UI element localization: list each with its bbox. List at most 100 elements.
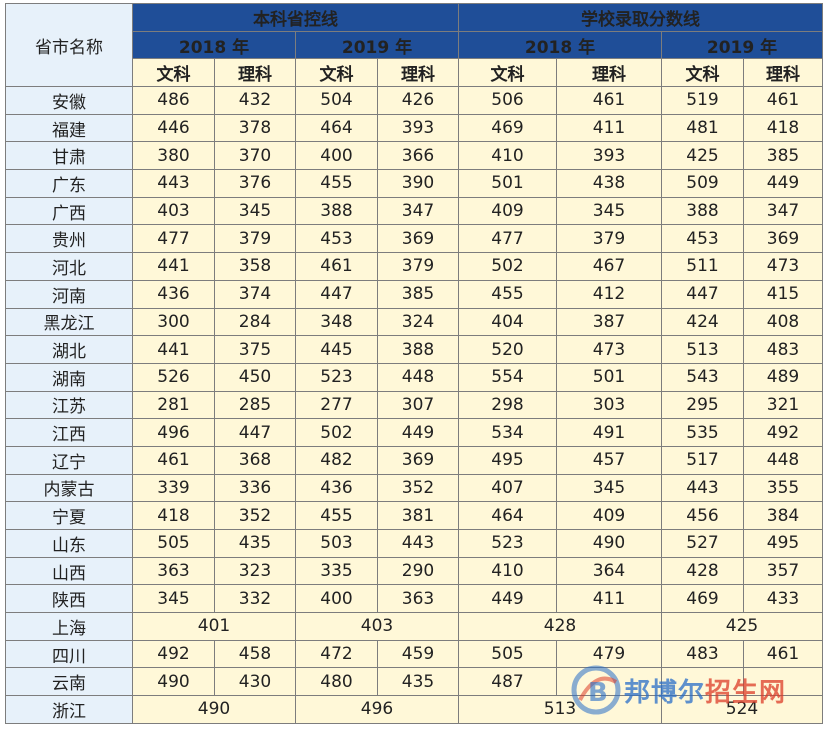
score-cell: 455: [295, 501, 378, 530]
score-cell: 425: [661, 141, 744, 171]
table-row: 湖北 441 375 445 388 520 473 513 483: [5, 335, 823, 364]
score-cell: 324: [377, 307, 459, 337]
score-cell: 523: [458, 529, 557, 558]
score-cell: 480: [295, 667, 378, 697]
score-cell: 335: [295, 556, 378, 586]
score-cell: 496: [132, 418, 215, 447]
score-cell: 428: [458, 612, 662, 641]
score-cell: 503: [295, 529, 378, 558]
score-cell: 509: [661, 169, 744, 198]
score-cell: 345: [556, 473, 662, 503]
score-cell: 300: [132, 307, 215, 337]
score-cell: 303: [556, 390, 662, 420]
score-cell: 455: [458, 279, 557, 309]
province-cell: 陕西: [5, 584, 133, 614]
score-cell: 464: [458, 501, 557, 530]
score-cell: 443: [661, 473, 744, 503]
table-row: 湖南 526 450 523 448 554 501 543 489: [5, 362, 823, 392]
score-cell: 461: [295, 252, 378, 281]
score-cell: 410: [458, 556, 557, 586]
score-cell: 472: [295, 639, 378, 669]
year-header: 2019 年: [661, 31, 823, 59]
score-cell: 281: [132, 390, 215, 420]
province-cell: 宁夏: [5, 501, 133, 530]
score-cell: 513: [458, 695, 662, 724]
score-cell: 428: [661, 556, 744, 586]
score-cell: 435: [377, 667, 459, 697]
score-cell: 277: [295, 390, 378, 420]
province-cell: 甘肃: [5, 141, 133, 171]
score-cell: 477: [458, 224, 557, 254]
score-cell: 352: [377, 473, 459, 503]
score-cell: 385: [743, 141, 823, 171]
score-cell: 496: [295, 695, 459, 724]
score-cell: 467: [556, 252, 662, 281]
score-cell: 347: [743, 196, 823, 226]
score-cell: 388: [377, 335, 459, 364]
score-cell: 469: [458, 113, 557, 143]
score-cell: 473: [743, 252, 823, 281]
score-cell: 459: [377, 639, 459, 669]
score-cell: 384: [743, 501, 823, 530]
score-cell: 290: [377, 556, 459, 586]
score-cell: [743, 667, 823, 697]
table-row: 宁夏 418 352 455 381 464 409 456 384: [5, 501, 823, 530]
score-cell: 415: [743, 279, 823, 309]
score-cell: 519: [661, 86, 744, 115]
subject-header: 理科: [556, 58, 662, 87]
province-cell: 安徽: [5, 86, 133, 115]
score-cell: 307: [377, 390, 459, 420]
table-row: 河北 441 358 461 379 502 467 511 473: [5, 252, 823, 281]
score-cell: 381: [377, 501, 459, 530]
table-row: 广东 443 376 455 390 501 438 509 449: [5, 169, 823, 198]
subject-header: 文科: [661, 58, 744, 87]
score-cell: 358: [214, 252, 296, 281]
score-cell: 447: [295, 279, 378, 309]
score-cell: 505: [132, 529, 215, 558]
table-row: 云南 490 430 480 435 487: [5, 667, 823, 697]
score-cell: 489: [743, 362, 823, 392]
table-row: 内蒙古 339 336 436 352 407 345 443 355: [5, 473, 823, 503]
score-cell: 393: [556, 141, 662, 171]
score-cell: 352: [214, 501, 296, 530]
subject-header: 理科: [214, 58, 296, 87]
score-cell: 501: [556, 362, 662, 392]
score-cell: 418: [132, 501, 215, 530]
score-cell: 441: [132, 252, 215, 281]
score-cell: 527: [661, 529, 744, 558]
score-cell: 407: [458, 473, 557, 503]
score-cell: 453: [295, 224, 378, 254]
score-cell: 380: [132, 141, 215, 171]
score-table: 省市名称 本科省控线 学校录取分数线 2018 年 2019 年 2018 年 …: [5, 3, 823, 724]
subject-header: 文科: [295, 58, 378, 87]
province-cell: 山东: [5, 529, 133, 558]
score-cell: 524: [661, 695, 823, 724]
score-cell: 409: [556, 501, 662, 530]
province-cell: 浙江: [5, 695, 133, 724]
score-cell: 473: [556, 335, 662, 364]
province-cell: 内蒙古: [5, 473, 133, 503]
score-cell: 401: [132, 612, 296, 641]
score-cell: 502: [295, 418, 378, 447]
province-cell: 湖北: [5, 335, 133, 364]
province-cell: 湖南: [5, 362, 133, 392]
score-cell: 446: [132, 113, 215, 143]
score-cell: 445: [295, 335, 378, 364]
province-cell: 福建: [5, 113, 133, 143]
score-cell: 443: [377, 529, 459, 558]
score-cell: 425: [661, 612, 823, 641]
province-cell: 贵州: [5, 224, 133, 254]
table-row: 四川 492 458 472 459 505 479 483 461: [5, 639, 823, 669]
group-header-school-score: 学校录取分数线: [458, 3, 823, 32]
score-cell: 404: [458, 307, 557, 337]
score-cell: 336: [214, 473, 296, 503]
score-cell: 412: [556, 279, 662, 309]
score-cell: 464: [295, 113, 378, 143]
province-header: 省市名称: [5, 3, 133, 87]
score-cell: 477: [132, 224, 215, 254]
score-cell: 379: [377, 252, 459, 281]
score-cell: 455: [295, 169, 378, 198]
score-cell: 490: [132, 667, 215, 697]
score-cell: [661, 667, 744, 697]
score-cell: 523: [295, 362, 378, 392]
